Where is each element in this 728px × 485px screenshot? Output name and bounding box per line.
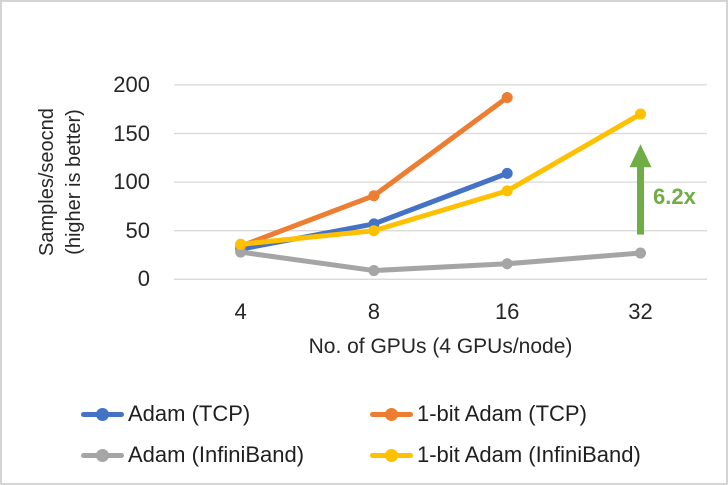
speedup-arrow-shaft [637,165,644,235]
y-tick-label: 200 [113,71,150,97]
legend-item: Adam (TCP) [81,401,250,427]
legend-item: 1-bit Adam (InfiniBand) [370,442,641,468]
legend-line-marker-icon [81,448,124,462]
x-tick-label: 4 [234,299,247,324]
data-point [635,108,646,120]
legend-label: Adam (InfiniBand) [128,442,305,467]
data-point [635,247,646,259]
x-tick-label: 8 [367,299,381,324]
legend-dot-icon [96,407,109,421]
legend-item: Adam (InfiniBand) [81,442,304,468]
speedup-arrow-head-icon [629,144,652,168]
data-point [501,258,513,270]
data-point [235,238,247,250]
legend-line-marker-icon [370,448,413,462]
x-tick-label: 16 [494,299,520,324]
y-tick-label: 0 [137,266,150,292]
data-point [235,246,247,258]
data-point [368,265,380,277]
data-point [368,190,380,202]
legend-line-marker-icon [81,407,124,421]
y-tick-label: 100 [113,169,150,195]
legend-dot-icon [385,407,398,421]
speedup-annotation-label: 6.2x [653,184,696,209]
y-tick-label: 150 [113,120,150,146]
legend-dot-icon [385,448,398,462]
y-tick-label: 50 [125,217,150,243]
series-line-2 [238,249,643,274]
data-point [368,225,380,237]
data-point [501,92,513,104]
legend-label: Adam (TCP) [128,401,251,426]
data-point [501,185,513,197]
x-tick-label: 32 [628,299,653,324]
legend-label: 1-bit Adam (InfiniBand) [417,442,641,467]
legend-line-marker-icon [370,407,413,421]
legend-dot-icon [96,448,109,462]
legend-item: 1-bit Adam (TCP) [370,401,587,427]
series-line-3 [238,111,643,247]
data-point [501,167,513,179]
x-axis-title: No. of GPUs (4 GPUs/node) [308,335,573,358]
legend-label: 1-bit Adam (TCP) [417,401,587,426]
